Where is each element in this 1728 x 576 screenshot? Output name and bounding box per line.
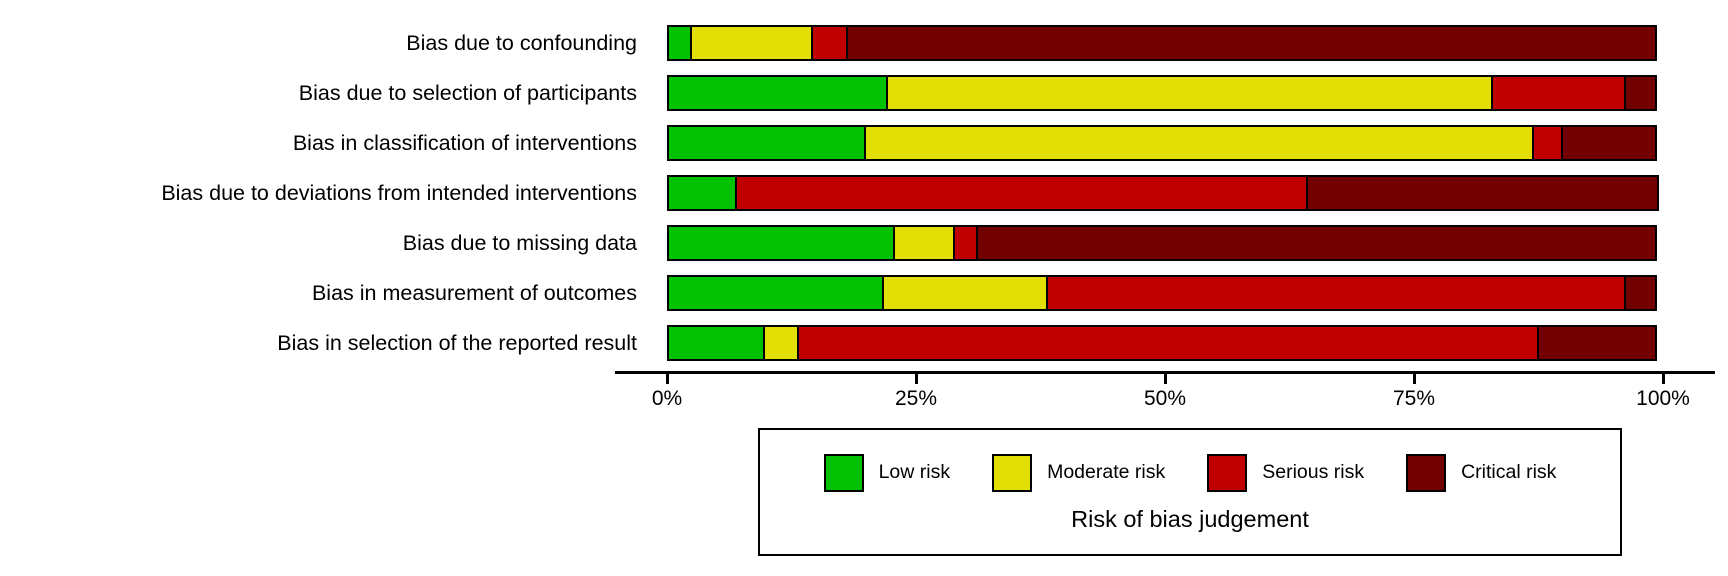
bar-segment-low-risk: [667, 175, 737, 211]
x-axis-tick-label: 0%: [651, 387, 683, 410]
legend-item: Serious risk: [1207, 453, 1365, 492]
legend-title: Risk of bias judgement: [1071, 505, 1309, 532]
x-axis-tick-label: 100%: [1636, 387, 1690, 410]
x-axis: 0% 25% 50% 75% 100%: [652, 371, 1690, 411]
serious-risk-swatch: [1207, 453, 1248, 492]
bar-track: [667, 325, 1663, 361]
x-axis-tick: [1413, 374, 1416, 384]
x-axis-tick: [915, 374, 918, 384]
legend-item: Moderate risk: [992, 453, 1166, 492]
bar-segment-critical-risk: [1624, 275, 1657, 311]
x-axis-tick-label: 25%: [894, 387, 938, 410]
legend: Low risk Moderate risk Serious risk Critica…: [758, 428, 1622, 556]
legend-label: Critical risk: [1461, 461, 1557, 483]
category-label: Bias due to selection of participants: [298, 81, 637, 105]
legend-label: Moderate risk: [1047, 461, 1166, 483]
category-label: Bias due to deviations from intended int…: [161, 181, 637, 205]
category-label: Bias in classification of interventions: [292, 131, 637, 155]
bar-segment-serious-risk: [734, 175, 1309, 211]
bar-segment-critical-risk: [1624, 75, 1657, 111]
moderate-risk-swatch: [992, 453, 1033, 492]
x-axis-tick-label: 50%: [1143, 387, 1187, 410]
x-axis-line: [615, 371, 1715, 374]
bar-segment-critical-risk: [846, 25, 1657, 61]
legend-label: Low risk: [878, 461, 951, 483]
bar-track: [667, 75, 1663, 111]
bar-segment-serious-risk: [797, 325, 1540, 361]
bar-track: [667, 25, 1663, 61]
critical-risk-swatch: [1406, 453, 1447, 492]
bar-segment-low-risk: [667, 225, 896, 261]
bar-segment-moderate-risk: [689, 25, 814, 61]
bar-segment-low-risk: [667, 25, 692, 61]
x-axis-tick: [1662, 374, 1665, 384]
bar-segment-moderate-risk: [882, 275, 1049, 311]
bar-segment-critical-risk: [1306, 175, 1659, 211]
category-label: Bias due to confounding: [406, 31, 637, 55]
bar-segment-moderate-risk: [886, 75, 1493, 111]
x-axis-tick-label: 75%: [1392, 387, 1436, 410]
bar-segment-serious-risk: [1532, 125, 1564, 161]
legend-item: Low risk: [823, 453, 951, 492]
bar-segment-critical-risk: [1537, 325, 1657, 361]
bar-segment-serious-risk: [811, 25, 849, 61]
bar-segment-critical-risk: [1561, 125, 1657, 161]
bar-segment-critical-risk: [975, 225, 1657, 261]
low-risk-swatch: [823, 453, 864, 492]
bar-segment-serious-risk: [1046, 275, 1627, 311]
category-label: Bias in selection of the reported result: [277, 331, 637, 355]
legend-label: Serious risk: [1262, 461, 1365, 483]
x-axis-tick: [1164, 374, 1167, 384]
bar-segment-low-risk: [667, 325, 765, 361]
bar-segment-moderate-risk: [893, 225, 955, 261]
bar-segment-moderate-risk: [762, 325, 800, 361]
category-label: Bias due to missing data: [402, 231, 637, 255]
legend-item: Critical risk: [1406, 453, 1557, 492]
bar-track: [667, 225, 1663, 261]
bar-segment-low-risk: [667, 125, 867, 161]
bar-track: [667, 175, 1663, 211]
bar-track: [667, 125, 1663, 161]
x-axis-tick: [666, 374, 669, 384]
legend-items: Low risk Moderate risk Serious risk Critica…: [823, 453, 1557, 492]
bar-segment-serious-risk: [1490, 75, 1627, 111]
bar-segment-moderate-risk: [864, 125, 1535, 161]
bar-segment-low-risk: [667, 75, 889, 111]
bar-track: [667, 275, 1663, 311]
category-label: Bias in measurement of outcomes: [311, 281, 637, 305]
bar-segment-low-risk: [667, 275, 885, 311]
bar-segment-serious-risk: [952, 225, 978, 261]
